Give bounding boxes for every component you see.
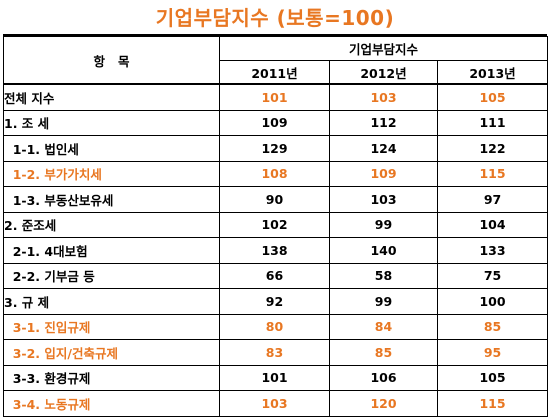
row-value-2013: 75 <box>436 262 549 289</box>
row-value-2012: 99 <box>329 211 438 238</box>
row-label: 1. 조 세 <box>3 109 220 136</box>
row-value-2011: 101 <box>219 83 330 111</box>
row-value-2011: 101 <box>219 364 330 391</box>
row-value-2011: 109 <box>219 109 330 136</box>
row-value-2011: 129 <box>219 135 330 162</box>
row-value-2011: 66 <box>219 262 330 289</box>
table-row: 1-3. 부동산보유세 90 103 97 <box>3 186 549 213</box>
row-value-2013: 105 <box>436 83 549 111</box>
row-label: 2-2. 기부금 등 <box>3 262 220 289</box>
table-row: 3-4. 노동규제 103 120 115 <box>3 390 549 417</box>
row-value-2012: 112 <box>329 109 438 136</box>
row-value-2013: 111 <box>436 109 549 136</box>
table-row: 3-3. 환경규제 101 106 105 <box>3 364 549 391</box>
row-value-2013: 115 <box>436 160 549 187</box>
row-label: 1-1. 법인세 <box>3 135 220 162</box>
title-underline <box>3 34 547 36</box>
burden-index-table: 항 목 기업부담지수 2011년 2012년 2013년 전체 지수 101 103… <box>3 36 549 417</box>
item-header: 항 목 <box>3 36 220 85</box>
row-label: 2-1. 4대보험 <box>3 237 220 264</box>
row-value-2013: 100 <box>436 288 549 315</box>
row-value-2011: 108 <box>219 160 330 187</box>
row-value-2011: 83 <box>219 339 330 366</box>
row-value-2013: 95 <box>436 339 549 366</box>
group-header: 기업부담지수 <box>218 36 549 61</box>
row-value-2012: 124 <box>329 135 438 162</box>
year-header-2012: 2012년 <box>329 60 438 85</box>
row-value-2013: 122 <box>436 135 549 162</box>
row-value-2012: 84 <box>329 313 438 340</box>
row-label: 2. 준조세 <box>3 211 220 238</box>
row-value-2012: 109 <box>329 160 438 187</box>
row-value-2013: 115 <box>436 390 549 417</box>
row-value-2013: 133 <box>436 237 549 264</box>
row-label: 1-3. 부동산보유세 <box>3 186 220 213</box>
row-value-2013: 104 <box>436 211 549 238</box>
row-value-2013: 97 <box>436 186 549 213</box>
page-title: 기업부담지수 (보통=100) <box>155 6 395 30</box>
table-row: 2-1. 4대보험 138 140 133 <box>3 237 549 264</box>
row-label: 전체 지수 <box>3 83 220 111</box>
row-value-2012: 58 <box>329 262 438 289</box>
row-label: 3-4. 노동규제 <box>3 390 220 417</box>
year-header-2013: 2013년 <box>436 60 549 85</box>
row-value-2012: 140 <box>329 237 438 264</box>
row-value-2012: 120 <box>329 390 438 417</box>
row-value-2011: 92 <box>219 288 330 315</box>
row-label: 1-2. 부가가치세 <box>3 160 220 187</box>
row-label: 3-2. 입지/건축규제 <box>3 339 220 366</box>
table-row: 3-1. 진입규제 80 84 85 <box>3 313 549 340</box>
row-value-2011: 102 <box>219 211 330 238</box>
table-row: 1-1. 법인세 129 124 122 <box>3 135 549 162</box>
table-row: 3. 규 제 92 99 100 <box>3 288 549 315</box>
row-value-2012: 85 <box>329 339 438 366</box>
table-row: 전체 지수 101 103 105 <box>3 83 549 111</box>
row-label: 3. 규 제 <box>3 288 220 315</box>
row-value-2011: 90 <box>219 186 330 213</box>
row-value-2011: 80 <box>219 313 330 340</box>
row-value-2011: 103 <box>219 390 330 417</box>
table-row: 3-2. 입지/건축규제 83 85 95 <box>3 339 549 366</box>
table-row: 2-2. 기부금 등 66 58 75 <box>3 262 549 289</box>
row-value-2012: 103 <box>329 83 438 111</box>
row-value-2013: 105 <box>436 364 549 391</box>
year-header-2011: 2011년 <box>219 60 330 85</box>
table-body: 전체 지수 101 103 105 1. 조 세 109 112 111 1-1. 법인세 12… <box>3 83 549 417</box>
row-value-2013: 85 <box>436 313 549 340</box>
row-value-2012: 99 <box>329 288 438 315</box>
row-value-2012: 103 <box>329 186 438 213</box>
row-label: 3-1. 진입규제 <box>3 313 220 340</box>
row-label: 3-3. 환경규제 <box>3 364 220 391</box>
table-row: 2. 준조세 102 99 104 <box>3 211 549 238</box>
table-row: 1-2. 부가가치세 108 109 115 <box>3 160 549 187</box>
row-value-2012: 106 <box>329 364 438 391</box>
table-row: 1. 조 세 109 112 111 <box>3 109 549 136</box>
row-value-2011: 138 <box>219 237 330 264</box>
